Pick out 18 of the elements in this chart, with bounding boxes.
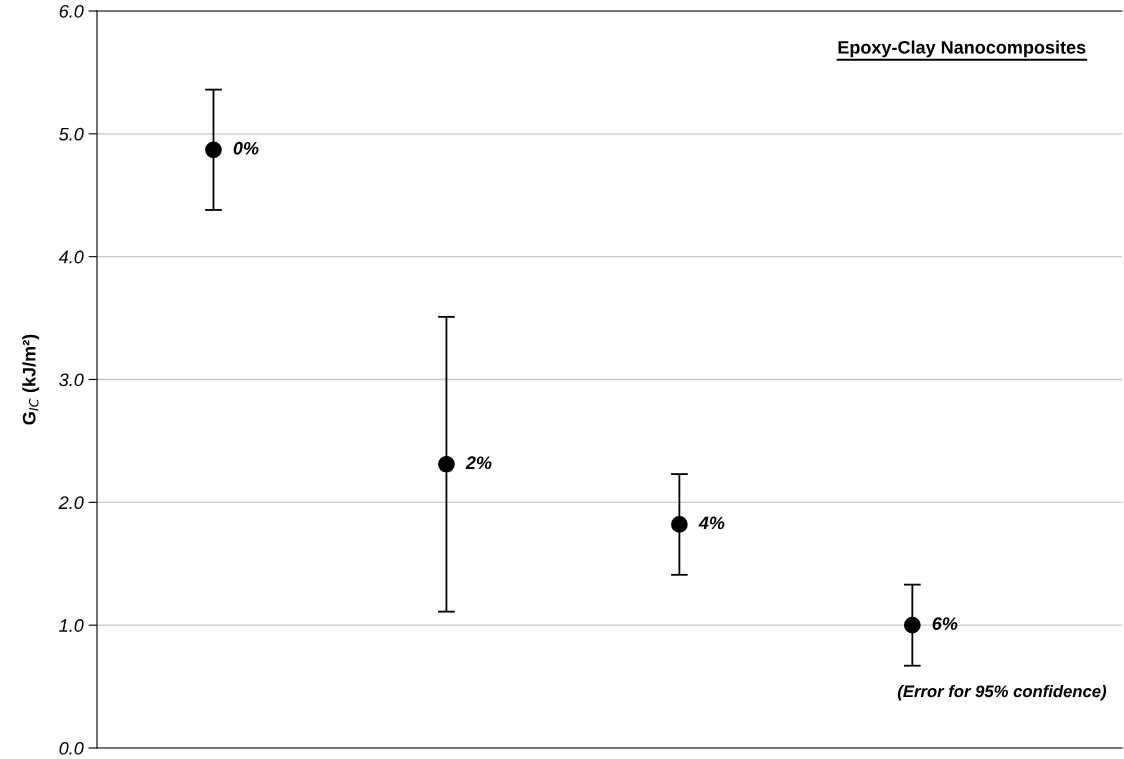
y-tick-label: 3.0 — [59, 373, 84, 387]
y-axis-title: G$_{IC}$ (kJ/m²) — [22, 334, 40, 425]
series-label: 2% — [465, 456, 492, 470]
y-tick-label: 4.0 — [58, 250, 84, 264]
point — [205, 141, 222, 159]
y-tick-label: 5.0 — [59, 127, 84, 141]
annotation: (Error for 95% confidence) — [897, 684, 1107, 701]
y-tick-label: 1.0 — [59, 619, 84, 632]
point — [438, 455, 455, 473]
text: Epoxy-Clay Nanocomposites — [838, 40, 1086, 58]
series-label: 6% — [932, 617, 958, 631]
y-tick-label: 0.0 — [59, 741, 84, 755]
series-label: 4% — [698, 516, 725, 530]
point — [904, 616, 921, 634]
y-tick-label: 2.0 — [58, 496, 84, 510]
series-label: 0% — [233, 141, 259, 155]
y-tick-label: 6.0 — [59, 4, 84, 18]
point — [671, 516, 688, 533]
